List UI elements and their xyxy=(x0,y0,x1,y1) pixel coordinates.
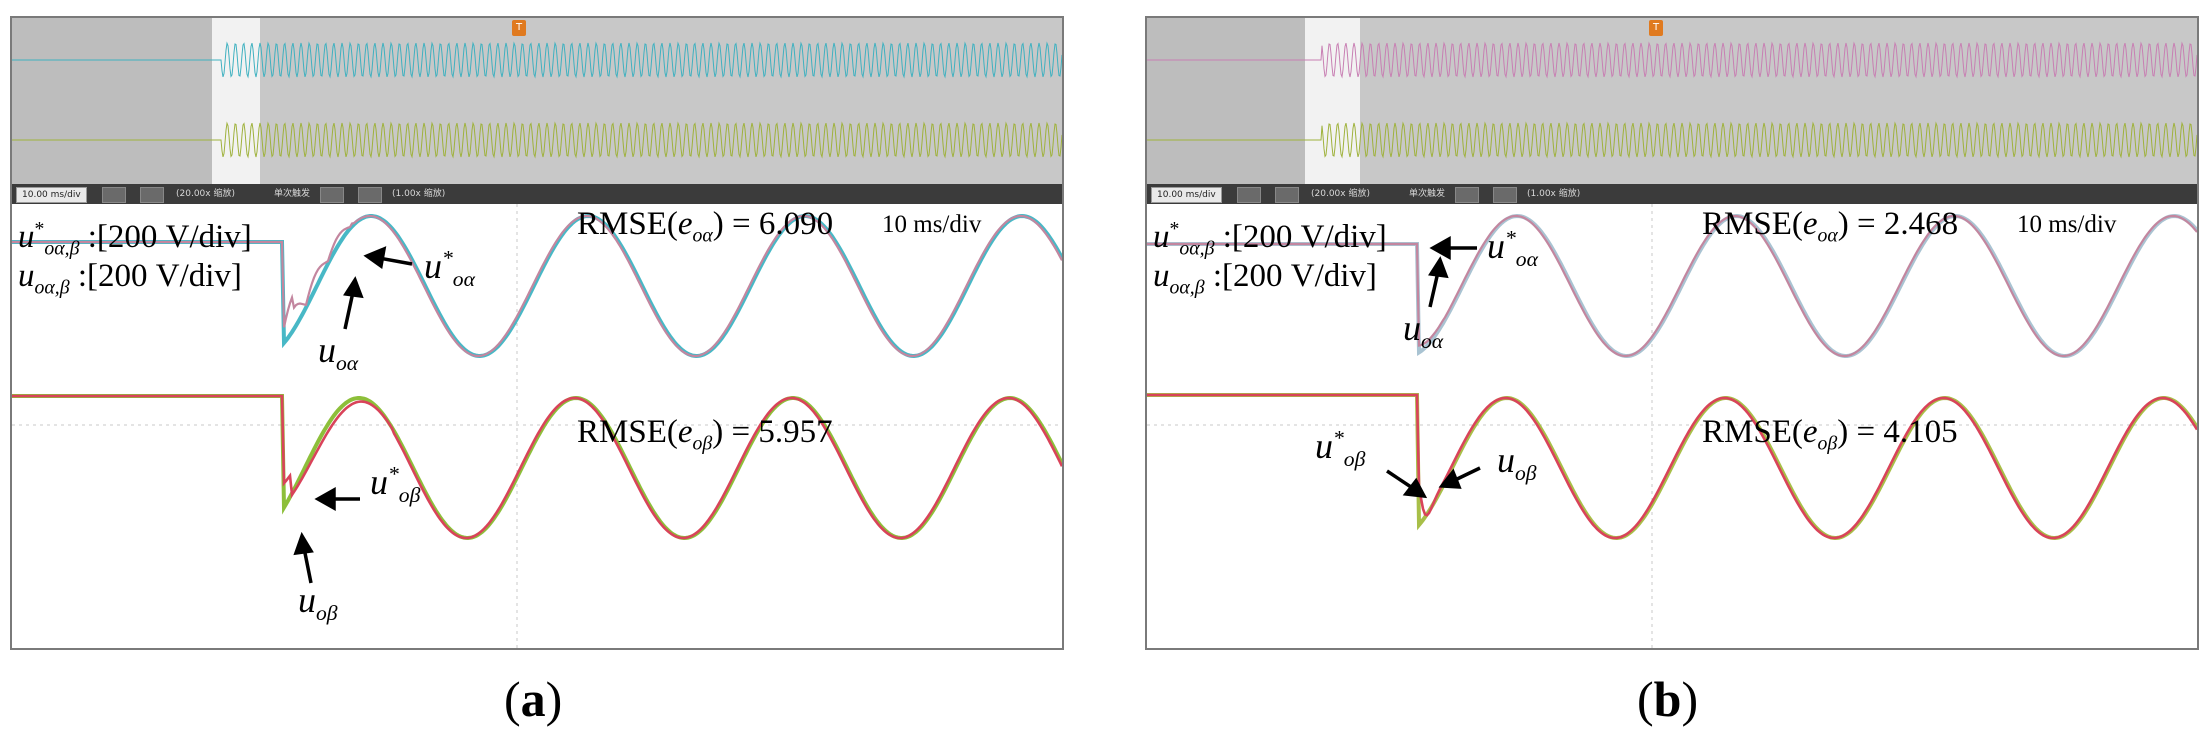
label-u-ob-meas: uoβ xyxy=(1497,440,1537,486)
overview-alpha-trace xyxy=(12,41,1062,79)
annotation-arrows xyxy=(1386,236,1481,499)
label-u-oa-ref: u*oα xyxy=(1487,226,1538,272)
toolbar-button-4[interactable] xyxy=(1493,187,1517,203)
overview-beta-trace xyxy=(12,121,1062,159)
trace-u-ob-ref xyxy=(12,394,1062,541)
scope-display xyxy=(1147,204,2197,648)
acquisition-mode: 单次触发 xyxy=(274,189,311,199)
trace-u-oa-meas xyxy=(12,214,1062,358)
overview-waveform xyxy=(1147,121,2197,159)
trace-u-oa-meas xyxy=(1147,214,2197,358)
rmse-alpha: RMSE(eoα) = 2.468 xyxy=(1702,206,1959,247)
trace-u-ob-ref xyxy=(1147,393,2197,541)
overview-strip: T xyxy=(1147,18,2197,184)
trace-u-ob-meas xyxy=(12,394,1062,540)
toolbar-button-3[interactable] xyxy=(320,187,344,203)
caption-b: (b) xyxy=(1637,671,1699,727)
zoom-readout-1: (20.00x 缩放) xyxy=(176,189,235,199)
arrow-u-ob-ref xyxy=(1386,469,1415,491)
label-u-oa-meas: uoα xyxy=(1403,308,1444,354)
overview-pre-region xyxy=(12,18,222,184)
arrow-head xyxy=(314,487,336,511)
overview-pre-region xyxy=(1147,18,1305,184)
overview-waveform xyxy=(12,41,1062,79)
zoom-readout-1: (20.00x 缩放) xyxy=(1311,189,1370,199)
overview-waveforms xyxy=(1147,41,2197,159)
toolbar-button-4[interactable] xyxy=(358,187,382,203)
label-u-ob-meas: uoβ xyxy=(298,580,338,626)
rmse-alpha: RMSE(eoα) = 6.090 xyxy=(577,206,834,247)
arrow-head xyxy=(343,276,364,299)
overview-waveform xyxy=(12,121,1062,159)
trigger-marker[interactable]: T xyxy=(1649,20,1663,36)
scope-display xyxy=(12,204,1062,648)
overview-strip: T xyxy=(12,18,1062,184)
rmse-beta: RMSE(eoβ) = 5.957 xyxy=(577,414,833,455)
toolbar-button-2[interactable] xyxy=(1275,187,1299,203)
scope-toolbar: 10.00 ms/div (20.00x 缩放) 单次触发 (1.00x 缩放) xyxy=(12,184,1062,204)
label-u-ob-ref: u*oβ xyxy=(370,462,421,508)
scale-label-ref: u*oα,β :[200 V/div] xyxy=(1153,218,1387,260)
label-u-oa-ref: u*oα xyxy=(424,246,475,292)
arrow-u-oa-meas xyxy=(1428,271,1440,308)
overview-beta-trace xyxy=(1147,121,2197,159)
scale-label-meas: uoα,β :[200 V/div] xyxy=(1153,258,1377,299)
time-div-label: 10 ms/div xyxy=(882,211,982,238)
arrow-u-oa-meas xyxy=(343,291,355,330)
timebase-readout[interactable]: 10.00 ms/div xyxy=(16,187,87,203)
scale-label-meas: uoα,β :[200 V/div] xyxy=(18,258,242,299)
scope-panel-a: T 10.00 ms/div (20.00x 缩放) 单次触发 (1.00x 缩… xyxy=(10,16,1064,650)
overview-zoom-region xyxy=(1305,18,1360,184)
arrow-head xyxy=(1402,477,1428,499)
label-u-oa-meas: uoα xyxy=(318,330,359,376)
toolbar-button-1[interactable] xyxy=(102,187,126,203)
caption-a: (a) xyxy=(504,671,563,727)
arrow-head xyxy=(293,531,314,556)
arrow-head xyxy=(1429,236,1451,260)
zoom-readout-2: (1.00x 缩放) xyxy=(1527,189,1581,199)
arrow-head xyxy=(1428,256,1449,279)
toolbar-button-2[interactable] xyxy=(140,187,164,203)
label-u-ob-ref: u*oβ xyxy=(1315,426,1366,472)
arrow-head xyxy=(363,246,387,270)
annotation-arrows xyxy=(293,246,413,584)
rmse-beta: RMSE(eoβ) = 4.105 xyxy=(1702,414,1958,455)
overview-waveforms xyxy=(12,41,1062,159)
trace-u-ob-meas xyxy=(1147,393,2197,540)
time-div-label: 10 ms/div xyxy=(2017,211,2117,238)
toolbar-button-3[interactable] xyxy=(1455,187,1479,203)
arrow-u-ob-meas xyxy=(302,547,313,584)
scope-toolbar: 10.00 ms/div (20.00x 缩放) 单次触发 (1.00x 缩放) xyxy=(1147,184,2197,204)
acquisition-mode: 单次触发 xyxy=(1409,189,1446,199)
overview-waveform xyxy=(1147,41,2197,79)
toolbar-button-1[interactable] xyxy=(1237,187,1261,203)
timebase-readout[interactable]: 10.00 ms/div xyxy=(1151,187,1222,203)
trigger-marker[interactable]: T xyxy=(512,20,526,36)
overview-alpha-trace xyxy=(1147,41,2197,79)
arrow-u-oa-ref xyxy=(378,256,413,266)
zoom-readout-2: (1.00x 缩放) xyxy=(392,189,446,199)
scope-panel-b: T 10.00 ms/div (20.00x 缩放) 单次触发 (1.00x 缩… xyxy=(1145,16,2199,650)
scale-label-ref: u*oα,β :[200 V/div] xyxy=(18,218,252,260)
arrow-head xyxy=(1438,468,1462,489)
